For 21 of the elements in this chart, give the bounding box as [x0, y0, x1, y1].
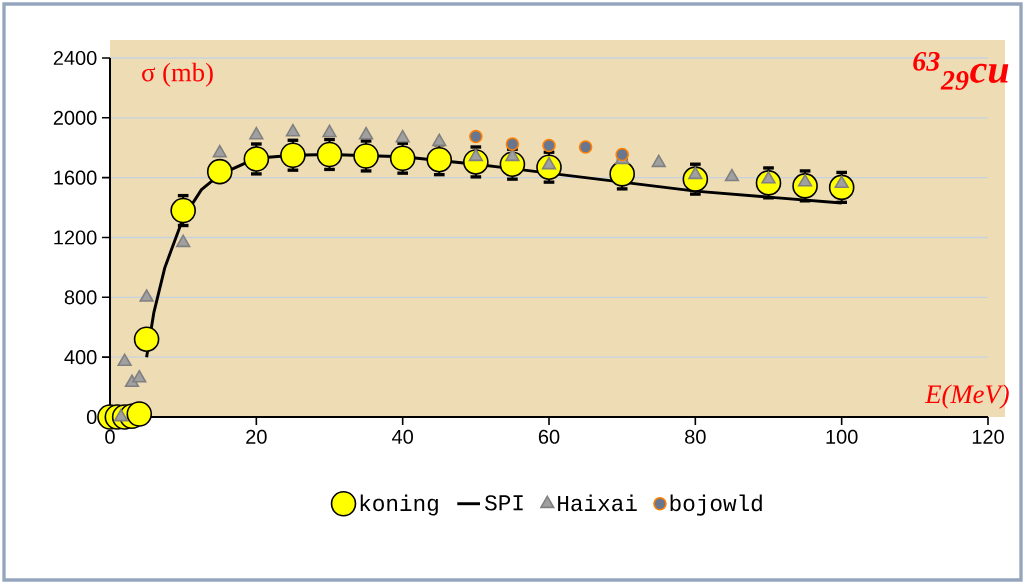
y-tick-label: 800 [64, 290, 97, 305]
y-tick-label: 2400 [53, 50, 97, 66]
x-tick-label: 80 [685, 429, 706, 444]
legend-label: SPI [485, 495, 523, 511]
legend-label: koning [360, 494, 438, 516]
annotation: 63$_{29}$cu [913, 51, 1009, 90]
y-axis-title: σ (mb) [142, 62, 213, 87]
x-tick-label: 40 [392, 429, 413, 444]
y-tick-label: 1200 [54, 230, 97, 245]
y-tick-label: 1600 [54, 170, 97, 185]
x-tick-label: 0 [105, 429, 115, 444]
x-tick-label: 20 [246, 429, 267, 444]
y-tick-label: 0 [86, 409, 97, 425]
y-tick-label: 2000 [53, 110, 97, 125]
legend-label: Haixai [558, 494, 637, 512]
x-axis-title: E(MeV) [924, 384, 1009, 409]
x-tick-label: 60 [538, 429, 560, 444]
legend-label: bojowld [670, 494, 762, 516]
x-tick-label: 120 [972, 429, 1004, 444]
y-tick-label: 400 [64, 350, 97, 365]
x-tick-label: 100 [826, 429, 858, 444]
